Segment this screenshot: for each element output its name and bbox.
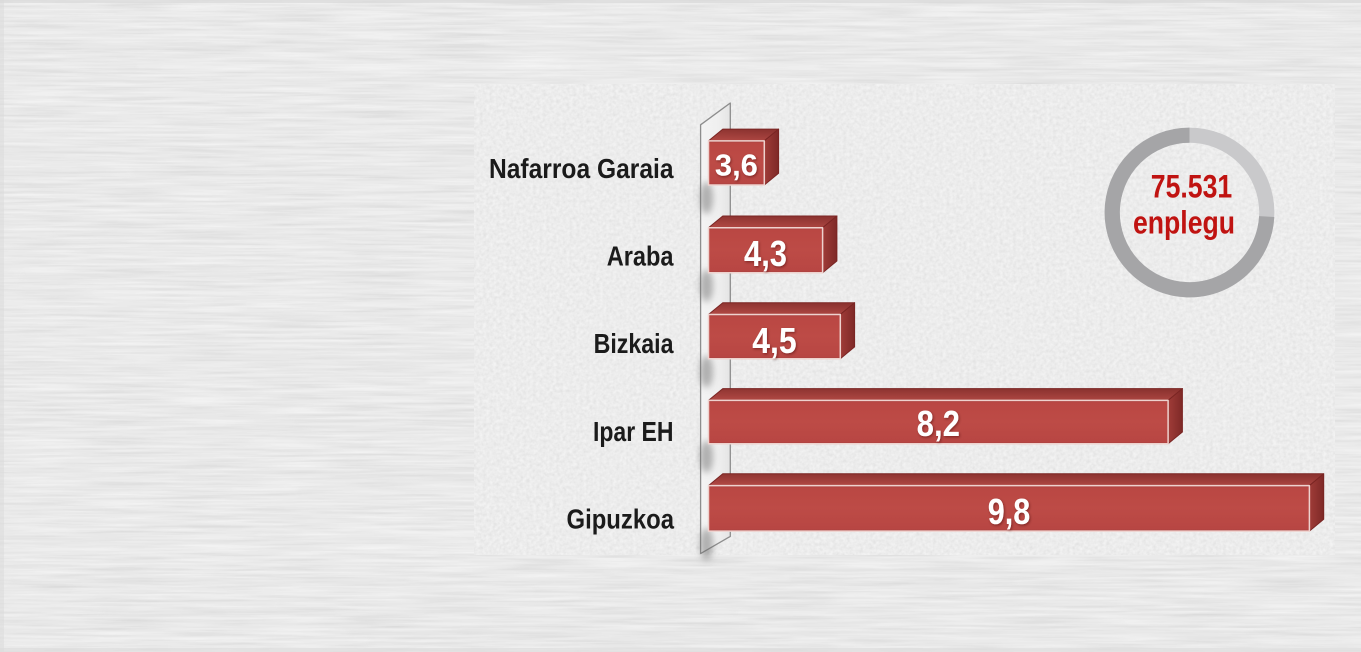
svg-text:Araba: Araba [607, 241, 674, 272]
svg-text:Gipuzkoa: Gipuzkoa [567, 503, 675, 534]
svg-text:9,8: 9,8 [988, 491, 1031, 532]
svg-text:75.531: 75.531 [1151, 168, 1233, 204]
svg-text:8,2: 8,2 [917, 403, 960, 444]
svg-text:Ipar EH: Ipar EH [593, 416, 674, 447]
svg-text:3,6: 3,6 [715, 148, 758, 183]
svg-text:4,5: 4,5 [752, 320, 796, 361]
svg-text:4,3: 4,3 [744, 233, 787, 274]
svg-text:Bizkaia: Bizkaia [594, 328, 674, 359]
svg-text:enplegu: enplegu [1133, 205, 1235, 241]
svg-text:Nafarroa Garaia: Nafarroa Garaia [489, 153, 674, 184]
